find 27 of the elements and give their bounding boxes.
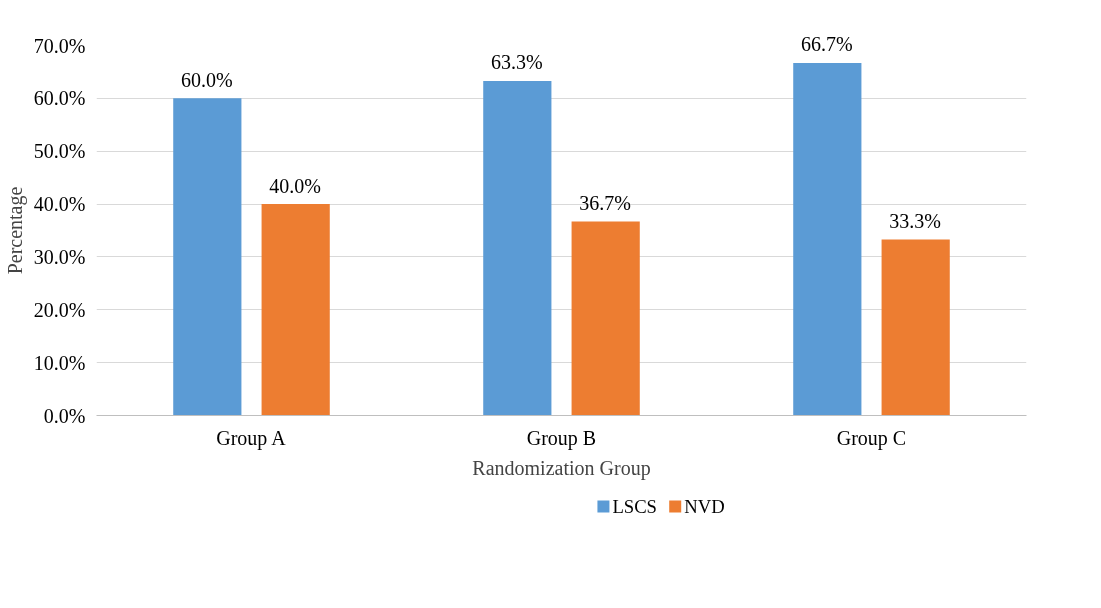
bar: [173, 98, 242, 416]
y-tick-label: 50.0%: [33, 140, 86, 163]
y-tick-label: 10.0%: [33, 351, 86, 374]
x-tick-label: Group B: [526, 426, 597, 450]
bar: [261, 204, 330, 416]
x-tick-label: Group A: [216, 426, 287, 450]
x-tick-label: Group C: [836, 426, 907, 450]
bar: [483, 80, 552, 416]
y-tick-label: 40.0%: [33, 193, 86, 216]
y-tick-label: 60.0%: [33, 87, 86, 110]
data-label: 60.0%: [180, 68, 233, 92]
y-tick-label: 70.0%: [33, 34, 86, 57]
bar: [793, 62, 862, 416]
legend-label: LSCS: [612, 496, 657, 517]
y-tick-label: 30.0%: [33, 245, 86, 268]
data-label: 66.7%: [800, 33, 853, 57]
legend-label: NVD: [684, 496, 725, 517]
y-tick-label: 0.0%: [43, 404, 86, 427]
y-tick-label: 20.0%: [33, 298, 86, 321]
y-axis-title: Percentage: [3, 186, 27, 275]
bar: [571, 221, 640, 416]
data-label: 33.3%: [889, 209, 942, 233]
data-label: 36.7%: [579, 192, 632, 215]
bar: [881, 239, 950, 416]
x-axis-title: Randomization Group: [472, 456, 651, 480]
data-label: 63.3%: [490, 51, 543, 75]
data-label: 40.0%: [269, 174, 322, 198]
